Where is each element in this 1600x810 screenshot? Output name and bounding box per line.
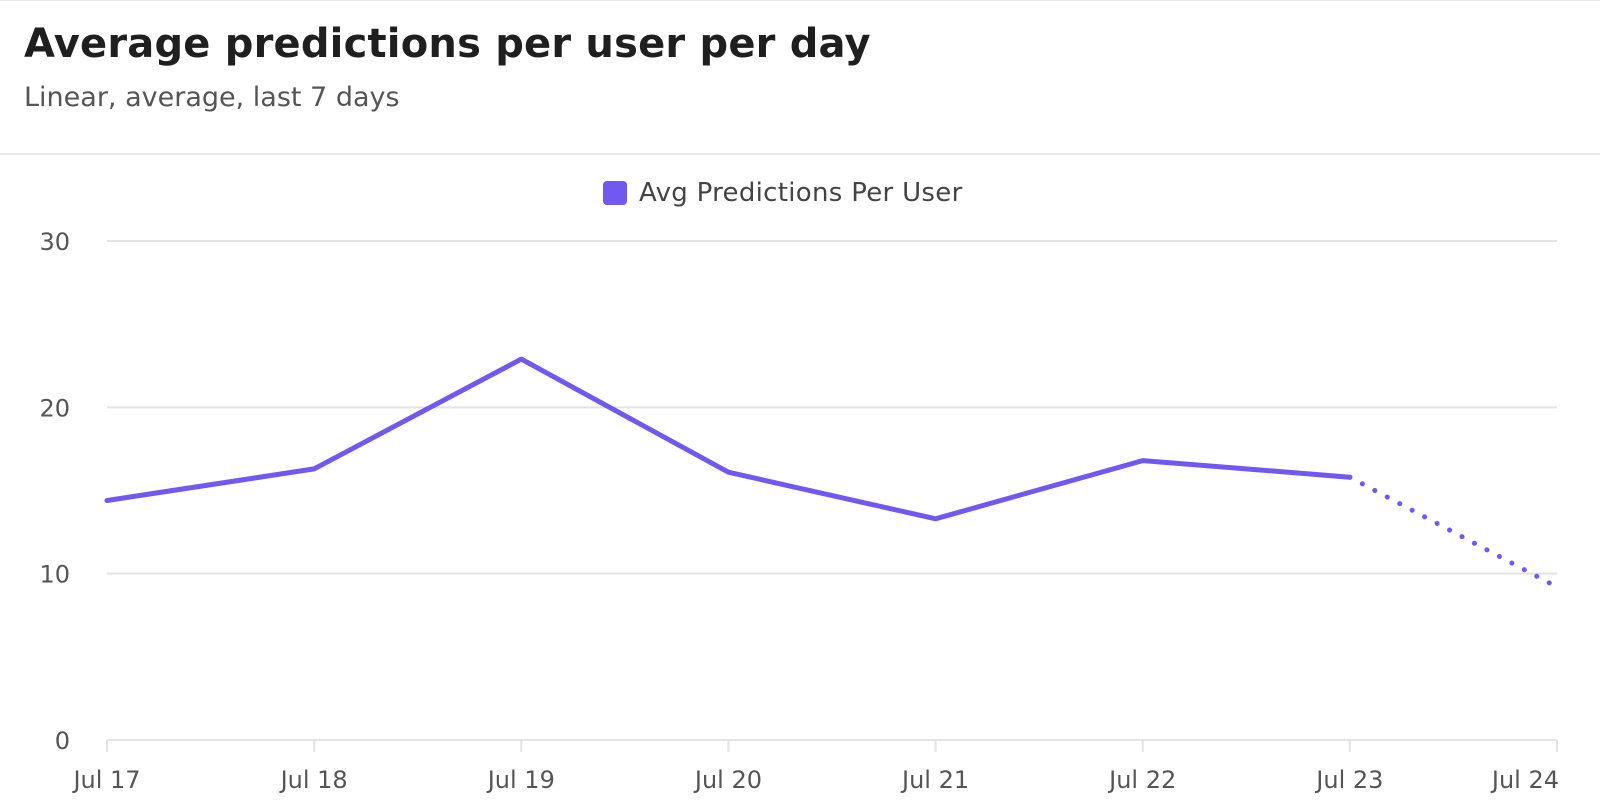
- x-tick-label: Jul 23: [1314, 766, 1383, 794]
- data-point[interactable]: [97, 490, 117, 510]
- x-tick-label: Jul 22: [1107, 766, 1176, 794]
- x-tick-label: Jul 18: [279, 766, 348, 794]
- data-point[interactable]: [926, 509, 946, 529]
- chart-subtitle: Linear, average, last 7 days: [24, 82, 400, 113]
- data-point[interactable]: [304, 459, 324, 479]
- data-point[interactable]: [1340, 467, 1360, 487]
- header-divider: [0, 153, 1600, 155]
- data-point[interactable]: [511, 349, 531, 369]
- chart-title: Average predictions per user per day: [24, 21, 871, 67]
- chart-header: Average predictions per user per day Lin…: [24, 14, 871, 118]
- x-tick-label: Jul 24: [1490, 766, 1559, 794]
- y-tick-label: 20: [39, 394, 70, 422]
- legend-swatch: [603, 181, 627, 205]
- x-tick-label: Jul 21: [900, 766, 969, 794]
- x-tick-label: Jul 17: [71, 766, 140, 794]
- x-axis-tick-labels: Jul 17 Jul 18 Jul 19 Jul 20 Jul 21 Jul 22 Jul …: [71, 766, 1559, 794]
- y-tick-label: 10: [39, 561, 70, 589]
- card-top-border: [0, 0, 1600, 1]
- x-tick-label: Jul 20: [693, 766, 762, 794]
- data-point[interactable]: [1133, 451, 1153, 471]
- y-axis-tick-labels: 0 10 20 30: [39, 228, 70, 755]
- x-axis: [106, 739, 1558, 752]
- series-line-solid: [104, 356, 1353, 522]
- y-tick-label: 0: [55, 727, 70, 755]
- data-point[interactable]: [1547, 577, 1567, 597]
- data-point[interactable]: [718, 462, 738, 482]
- gridlines: [107, 240, 1557, 575]
- series-line-incomplete: [1347, 474, 1560, 590]
- legend-label: Avg Predictions Per User: [639, 178, 963, 208]
- x-tick-label: Jul 19: [486, 766, 555, 794]
- series-avg-predictions: [97, 349, 1567, 597]
- chart-legend[interactable]: Avg Predictions Per User: [603, 178, 963, 208]
- y-tick-label: 30: [39, 228, 70, 256]
